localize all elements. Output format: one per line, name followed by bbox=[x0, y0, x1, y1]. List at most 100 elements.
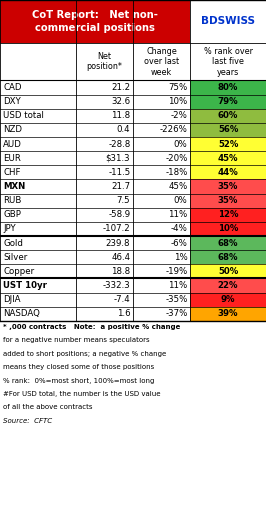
Bar bbox=[190, 194, 266, 208]
Bar bbox=[190, 250, 266, 264]
Text: 11%: 11% bbox=[168, 281, 188, 290]
Text: JPY: JPY bbox=[3, 224, 16, 233]
Bar bbox=[190, 109, 266, 123]
Text: 11.8: 11.8 bbox=[111, 111, 130, 120]
Text: 75%: 75% bbox=[168, 83, 188, 92]
Text: #For USD total, the number is the USD value: #For USD total, the number is the USD va… bbox=[3, 391, 160, 397]
Bar bbox=[0, 0, 190, 43]
Text: 50%: 50% bbox=[218, 267, 238, 276]
Text: -28.8: -28.8 bbox=[108, 140, 130, 149]
Text: -35%: -35% bbox=[165, 295, 188, 304]
Text: 44%: 44% bbox=[218, 168, 239, 177]
Text: 46.4: 46.4 bbox=[111, 253, 130, 262]
Text: -7.4: -7.4 bbox=[114, 295, 130, 304]
Text: CHF: CHF bbox=[3, 168, 21, 177]
Bar bbox=[0, 264, 190, 279]
Bar bbox=[190, 307, 266, 321]
Text: Source:  CFTC: Source: CFTC bbox=[3, 418, 52, 424]
Text: USD total: USD total bbox=[3, 111, 44, 120]
Bar bbox=[190, 94, 266, 109]
Text: -226%: -226% bbox=[160, 125, 188, 135]
Text: -18%: -18% bbox=[165, 168, 188, 177]
Text: 239.8: 239.8 bbox=[106, 238, 130, 248]
Text: 1%: 1% bbox=[174, 253, 188, 262]
Text: means they closed some of those positions: means they closed some of those position… bbox=[3, 364, 154, 370]
Text: -37%: -37% bbox=[165, 309, 188, 318]
Text: NASDAQ: NASDAQ bbox=[3, 309, 40, 318]
Text: -332.3: -332.3 bbox=[103, 281, 130, 290]
Text: 68%: 68% bbox=[218, 238, 238, 248]
Text: EUR: EUR bbox=[3, 154, 21, 163]
Text: * ,000 contracts   Note:  a positive % change: * ,000 contracts Note: a positive % chan… bbox=[3, 324, 180, 330]
Text: 12%: 12% bbox=[218, 211, 238, 219]
Text: GBP: GBP bbox=[3, 211, 21, 219]
Text: 0%: 0% bbox=[174, 140, 188, 149]
Bar bbox=[190, 180, 266, 194]
Bar bbox=[190, 264, 266, 279]
Text: AUD: AUD bbox=[3, 140, 22, 149]
Bar bbox=[0, 307, 190, 321]
Text: 22%: 22% bbox=[218, 281, 238, 290]
Bar bbox=[190, 151, 266, 165]
Bar bbox=[190, 279, 266, 293]
Text: MXN: MXN bbox=[3, 182, 26, 191]
Text: -20%: -20% bbox=[165, 154, 188, 163]
Text: DJIA: DJIA bbox=[3, 295, 21, 304]
Text: 56%: 56% bbox=[218, 125, 238, 135]
Text: Net
position*: Net position* bbox=[86, 52, 122, 71]
Text: Gold: Gold bbox=[3, 238, 23, 248]
Bar bbox=[190, 80, 266, 94]
Bar bbox=[0, 222, 190, 236]
Text: 0.4: 0.4 bbox=[117, 125, 130, 135]
Text: UST 10yr: UST 10yr bbox=[3, 281, 47, 290]
Text: -11.5: -11.5 bbox=[108, 168, 130, 177]
Text: CAD: CAD bbox=[3, 83, 22, 92]
Bar bbox=[0, 194, 190, 208]
Text: 11%: 11% bbox=[168, 211, 188, 219]
Bar bbox=[0, 80, 190, 94]
Text: CoT Report:   Net non-
commercial positions: CoT Report: Net non- commercial position… bbox=[32, 10, 158, 33]
Bar bbox=[0, 43, 266, 80]
Text: 35%: 35% bbox=[218, 196, 238, 205]
Text: 1.6: 1.6 bbox=[117, 309, 130, 318]
Text: for a negative number means speculators: for a negative number means speculators bbox=[3, 337, 149, 343]
Text: 35%: 35% bbox=[218, 182, 238, 191]
Text: 7.5: 7.5 bbox=[117, 196, 130, 205]
Text: 79%: 79% bbox=[218, 97, 238, 106]
Text: 9%: 9% bbox=[221, 295, 235, 304]
Text: 10%: 10% bbox=[168, 97, 188, 106]
Text: RUB: RUB bbox=[3, 196, 22, 205]
Text: 10%: 10% bbox=[218, 224, 238, 233]
Text: 32.6: 32.6 bbox=[111, 97, 130, 106]
Text: 21.7: 21.7 bbox=[111, 182, 130, 191]
Text: BDSWISS: BDSWISS bbox=[201, 17, 255, 26]
Text: % rank:  0%=most short, 100%=most long: % rank: 0%=most short, 100%=most long bbox=[3, 378, 154, 383]
Bar bbox=[0, 123, 190, 137]
Text: Silver: Silver bbox=[3, 253, 27, 262]
Text: 52%: 52% bbox=[218, 140, 238, 149]
Bar bbox=[0, 109, 190, 123]
Bar bbox=[190, 0, 266, 43]
Bar bbox=[0, 236, 190, 250]
Text: Copper: Copper bbox=[3, 267, 34, 276]
Bar bbox=[0, 151, 190, 165]
Text: 60%: 60% bbox=[218, 111, 238, 120]
Bar bbox=[190, 222, 266, 236]
Bar bbox=[190, 165, 266, 180]
Text: 68%: 68% bbox=[218, 253, 238, 262]
Bar bbox=[0, 293, 190, 307]
Bar bbox=[0, 208, 190, 222]
Bar bbox=[190, 293, 266, 307]
Text: 18.8: 18.8 bbox=[111, 267, 130, 276]
Bar bbox=[0, 165, 190, 180]
Text: 21.2: 21.2 bbox=[111, 83, 130, 92]
Text: 80%: 80% bbox=[218, 83, 238, 92]
Text: Change
over last
week: Change over last week bbox=[144, 47, 179, 76]
Bar bbox=[190, 123, 266, 137]
Text: -6%: -6% bbox=[171, 238, 188, 248]
Bar bbox=[190, 236, 266, 250]
Text: -4%: -4% bbox=[171, 224, 188, 233]
Bar bbox=[190, 137, 266, 151]
Bar bbox=[0, 279, 190, 293]
Text: 0%: 0% bbox=[174, 196, 188, 205]
